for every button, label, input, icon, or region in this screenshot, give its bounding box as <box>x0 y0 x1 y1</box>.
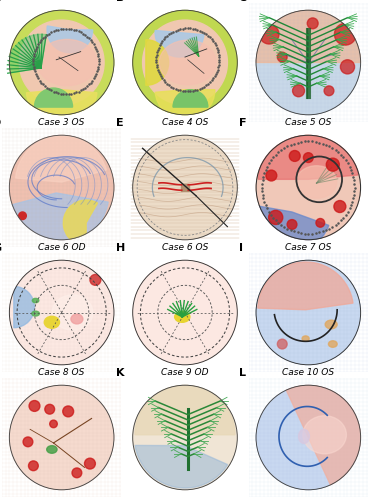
Wedge shape <box>146 40 169 86</box>
Ellipse shape <box>37 40 97 86</box>
Ellipse shape <box>47 446 57 454</box>
Text: L: L <box>239 368 246 378</box>
Text: Case 3 OS: Case 3 OS <box>38 118 85 127</box>
Text: D: D <box>0 118 1 128</box>
Text: Case 8 OS: Case 8 OS <box>38 368 85 377</box>
Wedge shape <box>135 385 235 435</box>
Circle shape <box>28 461 38 470</box>
Wedge shape <box>155 30 204 57</box>
Wedge shape <box>173 90 208 107</box>
Circle shape <box>19 212 26 220</box>
Circle shape <box>132 385 238 490</box>
Circle shape <box>259 24 279 44</box>
Ellipse shape <box>303 416 346 454</box>
Ellipse shape <box>296 166 337 198</box>
Circle shape <box>256 260 361 365</box>
Ellipse shape <box>44 316 60 328</box>
Circle shape <box>90 274 101 285</box>
Ellipse shape <box>159 40 216 85</box>
Circle shape <box>340 60 354 74</box>
Ellipse shape <box>71 314 83 324</box>
Wedge shape <box>258 130 358 180</box>
Wedge shape <box>47 26 92 52</box>
Circle shape <box>132 10 238 115</box>
Text: E: E <box>115 118 123 128</box>
Circle shape <box>72 468 82 477</box>
Circle shape <box>278 339 287 349</box>
Circle shape <box>289 150 300 162</box>
Circle shape <box>256 135 361 240</box>
Text: K: K <box>115 368 124 378</box>
Text: I: I <box>239 243 243 253</box>
Wedge shape <box>258 262 353 310</box>
Ellipse shape <box>325 320 337 329</box>
Polygon shape <box>7 34 46 73</box>
Text: Case 4 OS: Case 4 OS <box>162 118 208 127</box>
Text: Case 1 OD: Case 1 OD <box>38 0 85 2</box>
Circle shape <box>63 406 74 417</box>
Circle shape <box>132 260 238 365</box>
Text: F: F <box>239 118 246 128</box>
Text: Case 10 OS: Case 10 OS <box>282 368 334 377</box>
Wedge shape <box>155 90 215 120</box>
Ellipse shape <box>52 295 93 330</box>
Circle shape <box>278 52 287 62</box>
Text: A: A <box>0 0 1 3</box>
Circle shape <box>9 260 114 365</box>
Text: Case 1 OS: Case 1 OS <box>162 0 208 2</box>
Circle shape <box>334 24 356 45</box>
Circle shape <box>84 458 95 469</box>
Circle shape <box>293 85 305 97</box>
Text: Case 7 OS: Case 7 OS <box>285 243 332 252</box>
Circle shape <box>256 10 361 115</box>
Wedge shape <box>34 88 73 107</box>
Ellipse shape <box>175 312 190 322</box>
Wedge shape <box>253 205 329 251</box>
Wedge shape <box>256 10 361 62</box>
Circle shape <box>9 10 114 115</box>
Circle shape <box>45 404 55 414</box>
Ellipse shape <box>32 298 39 302</box>
Circle shape <box>334 200 346 212</box>
Ellipse shape <box>32 311 39 316</box>
Text: Case 6 OD: Case 6 OD <box>38 243 85 252</box>
FancyBboxPatch shape <box>181 184 189 192</box>
Circle shape <box>303 152 313 162</box>
Text: Case 5 OS: Case 5 OS <box>285 118 332 127</box>
Circle shape <box>142 20 228 105</box>
Ellipse shape <box>299 430 309 444</box>
Circle shape <box>23 437 33 446</box>
Wedge shape <box>286 385 361 486</box>
Text: Case 6 OS: Case 6 OS <box>162 243 208 252</box>
Text: G: G <box>0 243 1 253</box>
Circle shape <box>19 20 104 105</box>
Circle shape <box>132 135 238 240</box>
Circle shape <box>256 385 361 490</box>
Wedge shape <box>26 90 97 125</box>
Circle shape <box>50 420 57 428</box>
Circle shape <box>287 220 297 230</box>
Circle shape <box>9 135 114 240</box>
Text: H: H <box>115 243 125 253</box>
Wedge shape <box>16 136 106 182</box>
Ellipse shape <box>329 341 337 347</box>
Wedge shape <box>14 286 34 328</box>
Circle shape <box>316 218 324 227</box>
Circle shape <box>9 385 114 490</box>
Circle shape <box>326 158 339 171</box>
Text: Case 9 OD: Case 9 OD <box>161 368 209 377</box>
Wedge shape <box>5 193 108 246</box>
Text: B: B <box>115 0 124 3</box>
Circle shape <box>266 170 277 181</box>
Ellipse shape <box>302 336 309 342</box>
Wedge shape <box>63 200 98 246</box>
Circle shape <box>29 400 40 411</box>
Polygon shape <box>135 446 228 488</box>
Circle shape <box>307 18 318 29</box>
Text: Case 2 OS: Case 2 OS <box>285 0 332 2</box>
Circle shape <box>269 210 283 224</box>
Circle shape <box>324 86 334 96</box>
Text: C: C <box>239 0 247 3</box>
